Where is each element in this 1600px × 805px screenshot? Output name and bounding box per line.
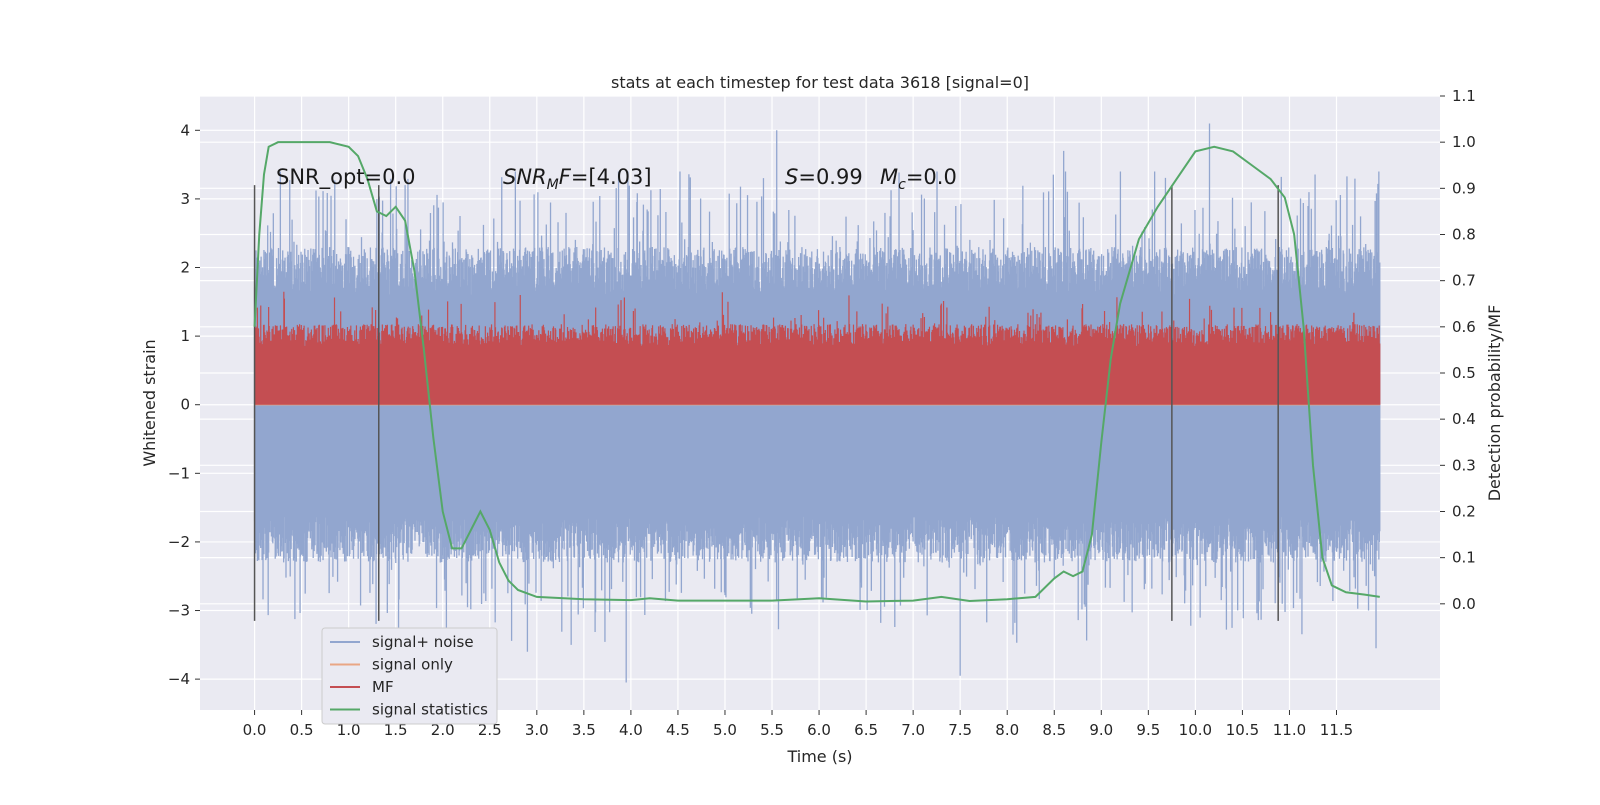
signal-statistics-line [253,141,1380,603]
chart-title: stats at each timestep for test data 361… [611,73,1029,92]
snr-mf-value: =[4.03] [571,165,652,189]
x-tick-label: 1.5 [384,721,408,739]
y-axis-ticks: −4 −3 −2 −1 0 1 2 3 4 [168,121,200,688]
s-value: =0.99 [798,165,862,189]
x-tick-label: 9.5 [1136,721,1160,739]
x-tick-label: 3.0 [525,721,549,739]
y-tick-label: −4 [168,670,190,688]
x-tick-label: 11.5 [1320,721,1353,739]
y2-tick-label: 0.9 [1452,179,1476,197]
s-label: S [785,165,798,189]
snr-mf-suffix-italic: F [559,165,572,189]
x-tick-label: 7.5 [948,721,972,739]
legend-label: signal statistics [372,701,488,719]
legend-items: signal+ noise signal only MF signal statist… [330,633,488,719]
legend-label: signal+ noise [372,633,474,651]
snr-mf-sub: M [547,177,559,193]
y-tick-label: 2 [180,259,190,277]
s-annotation: S=0.99 [785,165,863,189]
x-tick-label: 8.5 [1042,721,1066,739]
legend-label: signal only [372,656,453,674]
y2-axis-label: Detection probability/MF [1485,305,1504,502]
x-tick-label: 2.5 [478,721,502,739]
y2-tick-label: 0.2 [1452,502,1476,520]
x-tick-label: 2.0 [431,721,455,739]
mc-label: M [880,165,898,189]
x-tick-label: 9.0 [1089,721,1113,739]
x-tick-label: 1.0 [337,721,361,739]
y-axis-label: Whitened strain [140,339,159,466]
y2-tick-label: 0.3 [1452,456,1476,474]
signal-statistics-series [253,141,1380,603]
y-tick-label: −3 [168,602,190,620]
legend-box [321,627,498,725]
mc-sub: c [898,177,906,193]
x-tick-label: 0.0 [243,721,267,739]
y2-tick-label: 0.0 [1452,595,1476,613]
x-axis-label: Time (s) [786,747,852,766]
x-tick-label: 5.0 [713,721,737,739]
y-tick-label: 0 [180,396,190,414]
x-tick-label: 10.0 [1179,721,1212,739]
mc-value: =0.0 [906,165,957,189]
x-axis-ticks: 0.0 0.5 1.0 1.5 2.0 2.5 3.0 3.5 4.0 4.5 5.0 5.5 6.0 6… [243,710,1353,739]
y-tick-label: −1 [168,464,190,482]
x-tick-label: 5.5 [760,721,784,739]
y2-tick-label: 1.0 [1452,133,1476,151]
y2-tick-label: 0.5 [1452,364,1476,382]
y-tick-label: −2 [168,533,190,551]
y2-tick-label: 1.1 [1452,87,1476,105]
x-tick-label: 4.0 [619,721,643,739]
y2-axis-ticks: 0.0 0.1 0.2 0.3 0.4 0.5 0.6 0.7 0.8 0.9 1.0 1.1 [1440,87,1476,613]
x-tick-label: 11.0 [1273,721,1306,739]
x-tick-label: 3.5 [572,721,596,739]
snr-opt-annotation: SNR_opt=0.0 [276,165,416,190]
x-tick-label: 4.5 [666,721,690,739]
legend-label: MF [372,678,394,696]
x-tick-label: 7.0 [901,721,925,739]
vertical-markers [253,185,1279,621]
y2-tick-label: 0.1 [1452,549,1476,567]
snr-mf-annotation: SNRMF=[4.03] [503,165,652,193]
legend: signal+ noise signal only MF signal statist… [321,627,498,725]
y2-tick-label: 0.4 [1452,410,1476,428]
y-tick-label: 3 [180,190,190,208]
snr-mf-prefix: SNR [503,165,547,189]
y-tick-label: 1 [180,327,190,345]
plot-data-layer [253,123,1381,683]
y-tick-label: 4 [180,121,190,139]
x-tick-label: 8.0 [995,721,1019,739]
mc-annotation: Mc=0.0 [880,165,957,193]
x-tick-label: 10.5 [1226,721,1259,739]
x-tick-label: 6.0 [807,721,831,739]
y2-tick-label: 0.6 [1452,318,1476,336]
y2-tick-label: 0.8 [1452,225,1476,243]
x-tick-label: 6.5 [854,721,878,739]
y2-tick-label: 0.7 [1452,272,1476,290]
x-tick-label: 0.5 [290,721,314,739]
